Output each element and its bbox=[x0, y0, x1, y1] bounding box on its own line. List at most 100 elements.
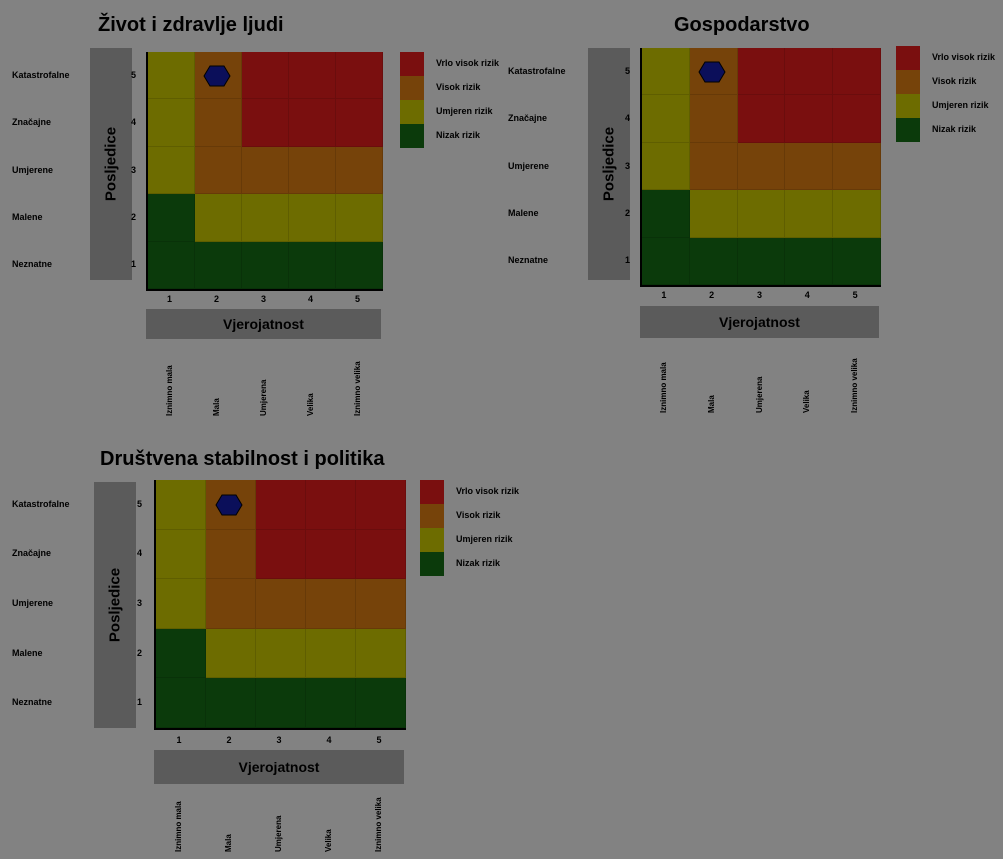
x-tick-label: 3 bbox=[260, 294, 266, 304]
risk-cell bbox=[306, 480, 356, 530]
risk-cell bbox=[242, 99, 289, 147]
risk-cell bbox=[148, 52, 195, 100]
risk-cell bbox=[306, 529, 356, 580]
legend-label: Visok rizik bbox=[932, 76, 977, 86]
x-tick-label: 3 bbox=[756, 290, 762, 300]
risk-cell bbox=[336, 146, 383, 195]
legend-label: Nizak rizik bbox=[436, 130, 481, 140]
y-tick-name: Umjerene bbox=[508, 160, 550, 171]
risk-cell bbox=[356, 529, 406, 580]
risk-cell bbox=[642, 95, 690, 143]
risk-cell bbox=[737, 237, 786, 285]
y-tick-label: 3 bbox=[131, 164, 137, 175]
legend-swatch bbox=[420, 504, 444, 528]
risk-cell bbox=[256, 678, 306, 728]
legend-swatch bbox=[896, 94, 920, 118]
risk-cell bbox=[356, 579, 406, 629]
y-tick-label: 5 bbox=[625, 65, 631, 76]
risk-cell bbox=[256, 628, 306, 679]
x-axis-band: Vjerojatnost bbox=[154, 750, 404, 784]
x-tick-name: Iznimno velika bbox=[352, 361, 362, 416]
risk-cell bbox=[148, 146, 195, 195]
x-tick-label: 2 bbox=[226, 735, 232, 745]
x-tick-label: 1 bbox=[661, 290, 667, 300]
y-tick-name: Umjerene bbox=[12, 598, 54, 608]
risk-grid bbox=[640, 48, 881, 287]
risk-cell bbox=[306, 678, 356, 728]
risk-cell bbox=[289, 99, 336, 147]
y-tick-name: Katastrofalne bbox=[12, 69, 70, 80]
x-tick-label: 5 bbox=[376, 735, 382, 745]
legend-swatch bbox=[420, 528, 444, 552]
y-tick-name: Neznatne bbox=[12, 259, 53, 270]
risk-cell bbox=[289, 194, 336, 242]
risk-grid bbox=[154, 480, 406, 730]
matrix-title: Društvena stabilnost i politika bbox=[100, 448, 385, 470]
risk-cell bbox=[256, 480, 306, 530]
risk-cell bbox=[206, 628, 256, 679]
x-tick-name: Mala bbox=[706, 395, 716, 413]
hexagon-marker-icon bbox=[215, 494, 243, 516]
risk-cell bbox=[242, 146, 289, 195]
legend-label: Visok rizik bbox=[456, 510, 501, 520]
risk-cell bbox=[195, 241, 242, 289]
legend-label: Nizak rizik bbox=[932, 124, 977, 134]
matrix-title: Gospodarstvo bbox=[674, 14, 810, 36]
hexagon-marker-icon bbox=[202, 65, 231, 87]
legend-swatch bbox=[420, 552, 444, 576]
y-tick-name: Značajne bbox=[12, 548, 52, 559]
y-tick-label: 3 bbox=[137, 598, 143, 608]
risk-cell bbox=[148, 241, 195, 289]
x-tick-label: 1 bbox=[176, 735, 182, 745]
risk-cell bbox=[689, 190, 738, 238]
x-tick-name: Mala bbox=[224, 834, 233, 852]
y-axis-band: Posljedice bbox=[94, 482, 136, 728]
x-axis-band: Vjerojatnost bbox=[146, 309, 381, 339]
risk-cell bbox=[785, 48, 834, 96]
risk-cell bbox=[242, 194, 289, 242]
x-tick-name: Iznimno mala bbox=[174, 801, 183, 852]
risk-cell bbox=[642, 237, 690, 285]
risk-cell bbox=[356, 480, 406, 530]
x-tick-name: Iznimno velika bbox=[374, 797, 383, 852]
y-tick-name: Neznatne bbox=[508, 255, 549, 266]
y-tick-name: Neznatne bbox=[12, 697, 53, 708]
risk-cell bbox=[256, 579, 306, 629]
legend-label: Vrlo visok rizik bbox=[932, 52, 996, 62]
x-tick-name: Umjerena bbox=[754, 376, 764, 413]
y-tick-name: Značajne bbox=[12, 117, 52, 128]
legend-swatch bbox=[420, 480, 444, 504]
risk-cell bbox=[148, 194, 195, 242]
risk-cell bbox=[737, 95, 786, 143]
y-axis-label: Posljedice bbox=[600, 126, 618, 202]
risk-cell bbox=[833, 190, 881, 238]
legend-swatch bbox=[896, 46, 920, 70]
x-tick-label: 4 bbox=[804, 290, 810, 300]
y-tick-name: Malene bbox=[12, 647, 43, 658]
y-tick-label: 4 bbox=[625, 113, 631, 124]
legend-swatch bbox=[400, 76, 424, 100]
risk-cell bbox=[156, 579, 206, 629]
risk-cell bbox=[833, 95, 881, 143]
risk-cell bbox=[336, 52, 383, 100]
legend-swatch bbox=[400, 124, 424, 148]
y-tick-label: 2 bbox=[137, 647, 143, 658]
matrix-title: Život i zdravlje ljudi bbox=[98, 14, 284, 36]
risk-cell bbox=[737, 142, 786, 191]
y-tick-label: 2 bbox=[131, 211, 137, 222]
risk-cell bbox=[689, 237, 738, 285]
risk-cell bbox=[642, 190, 690, 238]
risk-cell bbox=[737, 190, 786, 238]
y-tick-label: 1 bbox=[137, 697, 143, 708]
y-tick-label: 3 bbox=[625, 160, 631, 171]
x-tick-name: Velika bbox=[305, 393, 315, 416]
y-tick-label: 5 bbox=[137, 498, 143, 509]
risk-cell bbox=[356, 678, 406, 728]
y-tick-label: 2 bbox=[625, 207, 631, 218]
risk-cell bbox=[195, 146, 242, 195]
risk-cell bbox=[336, 99, 383, 147]
x-tick-name: Mala bbox=[211, 398, 221, 416]
risk-cell bbox=[156, 480, 206, 530]
risk-cell bbox=[289, 52, 336, 100]
risk-cell bbox=[156, 529, 206, 580]
